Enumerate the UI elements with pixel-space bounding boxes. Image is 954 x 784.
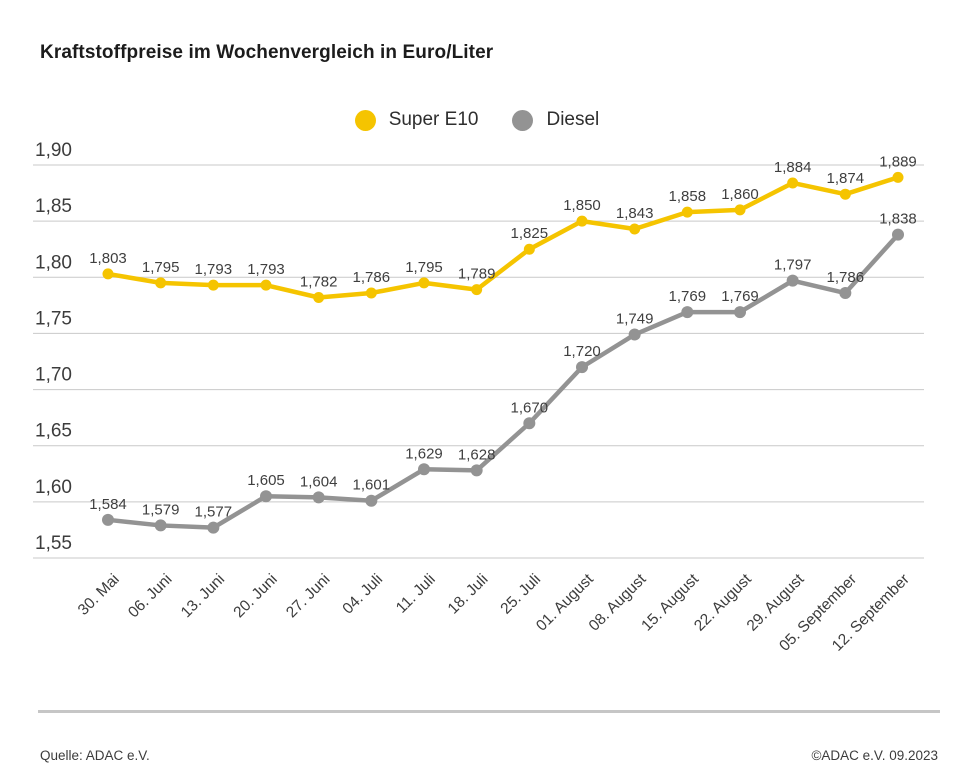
- x-axis-tick-label: 06. Juni: [125, 571, 175, 621]
- y-axis-tick-label: 1,65: [35, 421, 72, 442]
- source-label: Quelle: ADAC e.V.: [40, 748, 150, 763]
- data-point-label: 1,795: [142, 259, 180, 276]
- data-point-label: 1,838: [879, 211, 917, 228]
- data-point-super-e10: [892, 171, 904, 183]
- legend-label: Diesel: [546, 109, 600, 130]
- data-point-label: 1,782: [300, 273, 338, 290]
- y-axis-tick-label: 1,75: [35, 308, 72, 329]
- data-point-label: 1,793: [247, 261, 285, 278]
- data-point-diesel: [523, 417, 536, 430]
- data-point-super-e10: [734, 204, 746, 216]
- data-point-diesel: [102, 513, 114, 526]
- data-point-label: 1,579: [142, 501, 180, 518]
- y-axis-tick-label: 1,60: [35, 477, 72, 498]
- legend-swatch-icon: [512, 109, 534, 131]
- y-axis-tick-label: 1,70: [35, 365, 72, 386]
- legend-swatch-icon: [354, 109, 376, 131]
- x-axis-tick-label: 18. Juli: [445, 571, 492, 618]
- data-point-diesel: [312, 491, 325, 504]
- data-point-diesel: [260, 490, 272, 503]
- data-point-label: 1,797: [774, 257, 812, 274]
- data-point-diesel: [892, 228, 904, 241]
- data-point-label: 1,769: [721, 288, 759, 305]
- data-point-label: 1,795: [405, 259, 443, 276]
- x-axis-tick-label: 13. Juni: [178, 571, 228, 621]
- data-point-super-e10: [681, 206, 693, 218]
- data-point-super-e10: [365, 287, 377, 299]
- y-axis-tick-label: 1,85: [35, 196, 72, 217]
- data-point-super-e10: [155, 277, 167, 289]
- data-point-label: 1,858: [669, 188, 707, 205]
- data-point-super-e10: [576, 215, 588, 227]
- chart-legend: Super E10 Diesel: [0, 109, 954, 131]
- data-point-super-e10: [839, 188, 851, 200]
- series-line-super-e10: [105, 175, 901, 300]
- data-point-label: 1,629: [405, 445, 443, 462]
- data-point-label: 1,786: [827, 269, 865, 286]
- data-point-label: 1,825: [511, 225, 549, 242]
- data-point-label: 1,793: [195, 261, 233, 278]
- footer-divider: [38, 710, 940, 713]
- x-axis-tick-label: 27. Juni: [283, 571, 333, 621]
- page-title: Kraftstoffpreise im Wochenvergleich in E…: [40, 42, 494, 63]
- data-point-diesel: [576, 361, 588, 374]
- data-point-diesel: [207, 521, 220, 534]
- data-point-diesel: [418, 463, 430, 476]
- data-point-super-e10: [471, 284, 483, 296]
- data-point-super-e10: [313, 291, 325, 303]
- data-point-diesel: [681, 306, 694, 319]
- data-point-super-e10: [418, 277, 430, 289]
- x-axis-tick-label: 11. Juli: [393, 571, 439, 617]
- data-point-label: 1,786: [353, 269, 391, 286]
- data-point-label: 1,889: [879, 153, 917, 170]
- data-point-super-e10: [629, 223, 641, 235]
- y-axis-tick-label: 1,55: [35, 533, 72, 554]
- data-point-super-e10: [207, 279, 219, 291]
- data-point-label: 1,604: [300, 473, 338, 490]
- data-point-diesel: [365, 494, 378, 507]
- data-point-label: 1,720: [563, 343, 601, 360]
- y-axis-tick-label: 1,80: [35, 252, 72, 273]
- data-point-label: 1,789: [458, 266, 496, 283]
- data-point-diesel: [734, 306, 746, 319]
- x-axis-tick-label: 20. Juni: [230, 571, 280, 621]
- data-point-label: 1,670: [511, 399, 549, 416]
- legend-item-super-e10: Super E10: [354, 109, 479, 131]
- data-point-super-e10: [523, 243, 535, 255]
- data-point-diesel: [470, 464, 483, 477]
- data-point-super-e10: [787, 177, 799, 189]
- x-axis-tick-label: 25. Juli: [497, 571, 544, 618]
- data-point-super-e10: [260, 279, 272, 291]
- data-point-diesel: [628, 328, 641, 341]
- series-line-diesel: [105, 232, 901, 530]
- data-point-diesel: [154, 519, 167, 532]
- data-point-label: 1,803: [89, 250, 127, 267]
- x-axis-tick-label: 04. Juli: [339, 571, 386, 618]
- data-point-label: 1,601: [353, 477, 391, 494]
- data-point-label: 1,749: [616, 311, 654, 328]
- legend-item-diesel: Diesel: [512, 109, 599, 131]
- data-point-label: 1,628: [458, 446, 496, 463]
- data-point-label: 1,884: [774, 159, 812, 176]
- x-axis-tick-label: 30. Mai: [75, 571, 123, 619]
- copyright-label: ©ADAC e.V. 09.2023: [811, 748, 938, 763]
- data-point-label: 1,577: [195, 504, 233, 521]
- data-point-diesel: [786, 274, 799, 287]
- legend-label: Super E10: [388, 109, 479, 130]
- data-point-label: 1,843: [616, 205, 654, 222]
- data-point-label: 1,850: [563, 197, 601, 214]
- data-point-label: 1,769: [669, 288, 707, 305]
- data-point-label: 1,605: [247, 472, 285, 489]
- data-point-label: 1,860: [721, 186, 759, 203]
- data-point-label: 1,874: [827, 170, 865, 187]
- y-axis-tick-label: 1,90: [35, 140, 72, 161]
- data-point-super-e10: [102, 268, 114, 280]
- data-point-diesel: [839, 287, 852, 300]
- data-point-label: 1,584: [89, 496, 127, 513]
